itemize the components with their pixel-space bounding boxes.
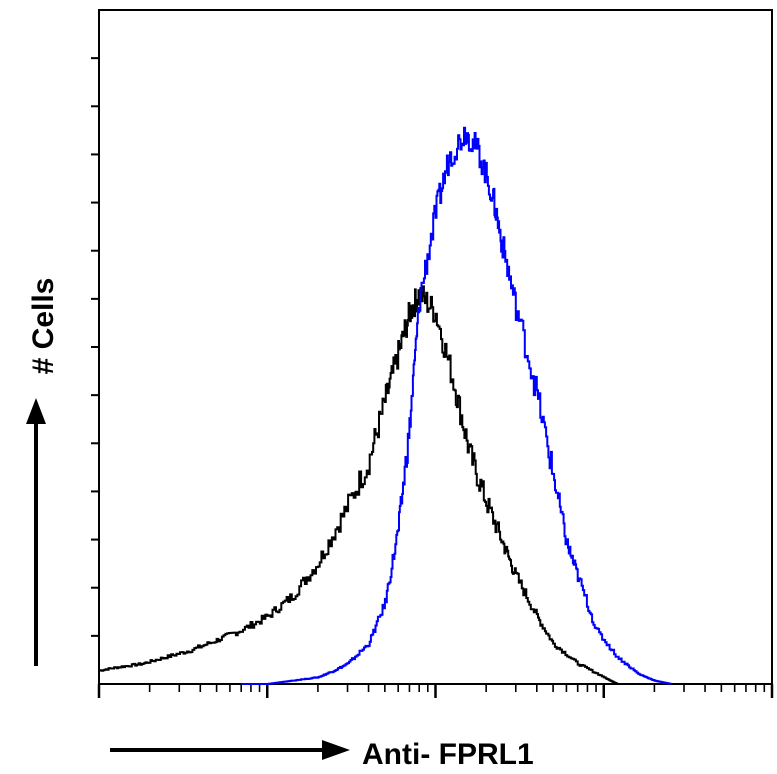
y-axis-arrow-head [26, 398, 46, 424]
series-line [99, 285, 619, 685]
x-axis-ticks [97, 684, 774, 698]
y-axis-ticks [91, 57, 99, 637]
series-line [241, 126, 672, 685]
plot-frame [98, 9, 773, 685]
series-layer [99, 126, 672, 685]
x-axis-label: Anti- FPRL1 [362, 738, 534, 771]
x-axis-arrow-head [322, 740, 350, 760]
y-axis-label: # Cells [27, 278, 60, 375]
